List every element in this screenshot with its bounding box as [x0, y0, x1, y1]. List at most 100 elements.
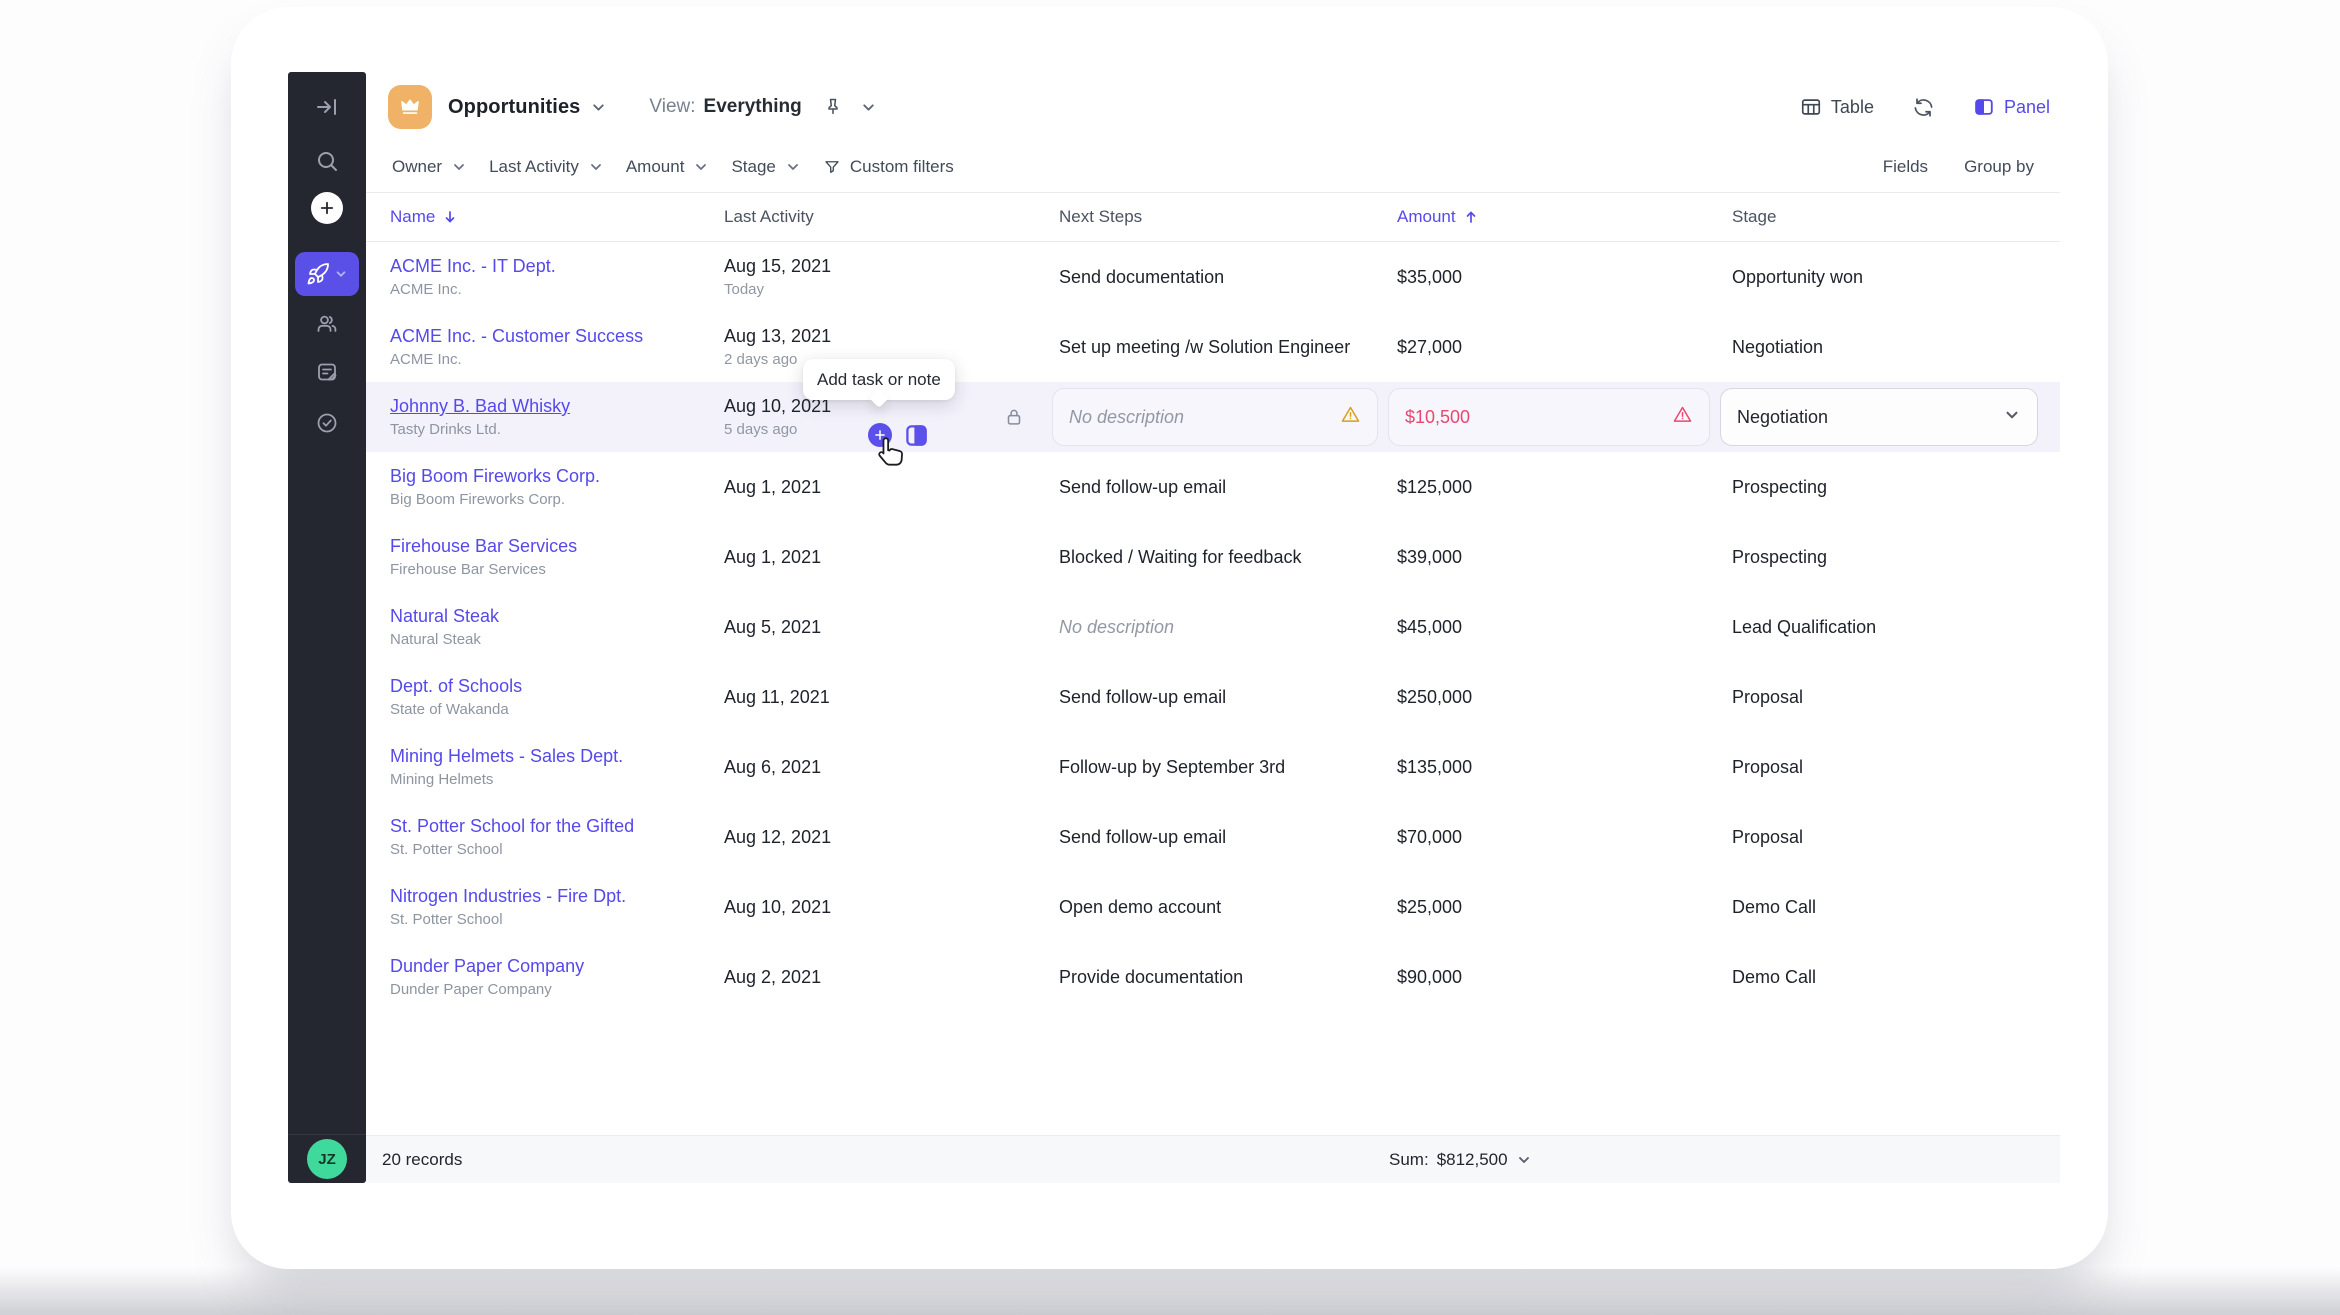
table-row: Big Boom Fireworks Corp. Big Boom Firewor…	[366, 452, 2060, 522]
column-header-amount[interactable]: Amount	[1397, 207, 1732, 227]
column-header-next-steps[interactable]: Next Steps	[1059, 207, 1397, 227]
opportunity-link[interactable]: Nitrogen Industries - Fire Dpt.	[390, 886, 627, 906]
filter-label: Amount	[625, 157, 685, 176]
panel-view-button[interactable]: Panel	[1973, 96, 2050, 118]
amount-error-value: $10,500	[1405, 406, 1471, 427]
next-steps-text: Send follow-up email	[1059, 826, 1227, 847]
stage-cell: Negotiation	[1720, 388, 2060, 446]
view-value[interactable]: Everything	[703, 96, 802, 117]
filter-label: Last Activity	[489, 157, 579, 176]
stage-cell: Prospecting	[1732, 477, 2060, 498]
table-row: ACME Inc. - Customer Success ACME Inc. Aug…	[366, 312, 2060, 382]
fields-button[interactable]: Fields	[1882, 157, 1929, 176]
column-header-last-activity[interactable]: Last Activity	[724, 207, 1059, 227]
opportunity-link[interactable]: Mining Helmets - Sales Dept.	[390, 746, 624, 766]
add-task-button[interactable]	[868, 423, 892, 447]
table-row: Dept. of Schools State of Wakanda Aug 11, …	[366, 662, 2060, 732]
open-panel-button[interactable]	[905, 424, 928, 447]
stage-cell: Proposal	[1732, 757, 2060, 778]
last-activity-cell: Aug 10, 2021 5 days ago	[724, 396, 1059, 438]
last-activity-cell: Aug 5, 2021	[724, 617, 1059, 638]
chevron-down-icon	[696, 164, 707, 170]
pin-icon[interactable]	[822, 96, 844, 118]
workspace-tile[interactable]	[388, 85, 432, 129]
last-activity-cell: Aug 10, 2021	[724, 897, 1059, 918]
sum-dropdown[interactable]: Sum: $812,500	[1389, 1150, 1532, 1170]
filter-owner[interactable]: Owner	[392, 157, 467, 177]
view-chevron-down-icon[interactable]	[860, 99, 877, 116]
panel-view-label: Panel	[2003, 96, 2050, 117]
topbar-right: Table Panel	[1800, 96, 2050, 119]
last-activity-cell: Aug 12, 2021	[724, 827, 1059, 848]
next-steps-cell: No description	[1059, 617, 1397, 638]
name-cell: Nitrogen Industries - Fire Dpt. St. Potte…	[366, 886, 724, 928]
sidebar-item-notes[interactable]	[309, 354, 345, 390]
opportunity-link[interactable]: Dept. of Schools	[390, 676, 523, 696]
next-steps-placeholder: No description	[1069, 406, 1185, 427]
stage-value: Negotiation	[1732, 336, 1824, 357]
opportunity-link[interactable]: Natural Steak	[390, 606, 500, 626]
next-steps-text: Provide documentation	[1059, 966, 1244, 987]
column-label: Stage	[1732, 207, 1777, 226]
next-steps-text: Follow-up by September 3rd	[1059, 756, 1286, 777]
next-steps-text: Open demo account	[1059, 896, 1222, 917]
collapse-sidebar-icon[interactable]	[309, 89, 345, 125]
app-card: JZ Opportunities View: Everything	[231, 7, 2108, 1269]
sidebar-item-people[interactable]	[309, 306, 345, 342]
opportunity-link[interactable]: Big Boom Fireworks Corp.	[390, 466, 601, 486]
amount-cell: $35,000	[1397, 267, 1732, 288]
name-cell: St. Potter School for the Gifted St. Pott…	[366, 816, 724, 858]
opportunity-link[interactable]: Dunder Paper Company	[390, 956, 585, 976]
next-steps-text: Set up meeting /w Solution Engineer	[1059, 336, 1351, 357]
opportunity-link[interactable]: ACME Inc. - IT Dept.	[390, 256, 556, 276]
next-steps-text: No description	[1059, 616, 1175, 637]
company-name: Tasty Drinks Ltd.	[390, 421, 501, 438]
name-cell: Natural Steak Natural Steak	[366, 606, 724, 648]
activity-date: Aug 10, 2021	[724, 396, 832, 416]
group-by-button[interactable]: Group by	[1964, 157, 2034, 176]
refresh-icon[interactable]	[1912, 96, 1935, 119]
opportunity-link[interactable]: Johnny B. Bad Whisky	[390, 396, 571, 416]
next-steps-cell: Open demo account	[1059, 897, 1397, 918]
chevron-down-icon	[787, 164, 798, 170]
sidebar-item-opportunities-active[interactable]	[295, 252, 359, 296]
column-header-stage[interactable]: Stage	[1732, 207, 2060, 227]
filter-last-activity[interactable]: Last Activity	[489, 157, 604, 177]
main-panel: Opportunities View: Everything	[366, 72, 2060, 1183]
add-record-button[interactable]	[309, 190, 345, 226]
column-header-name[interactable]: Name	[366, 207, 724, 227]
sidebar-item-tasks[interactable]	[309, 405, 345, 441]
warning-triangle-icon	[1341, 406, 1360, 422]
next-steps-text: Blocked / Waiting for feedback	[1059, 546, 1302, 567]
table-view-button[interactable]: Table	[1800, 96, 1874, 118]
filter-bar-right: Fields Group by	[1883, 157, 2034, 177]
amount-value: $70,000	[1397, 826, 1463, 847]
amount-cell: $45,000	[1397, 617, 1732, 638]
title-chevron-down-icon[interactable]	[590, 99, 607, 116]
table-bottom-spacer	[366, 1012, 2060, 1135]
lock-icon	[1003, 406, 1025, 428]
last-activity-cell: Aug 13, 2021 2 days ago	[724, 326, 1059, 368]
amount-input[interactable]: $10,500	[1388, 388, 1710, 446]
amount-cell: $10,500	[1388, 388, 1732, 446]
stage-select[interactable]: Negotiation	[1720, 388, 2038, 446]
stage-cell: Demo Call	[1732, 897, 2060, 918]
opportunity-link[interactable]: ACME Inc. - Customer Success	[390, 326, 644, 346]
next-steps-cell: Send follow-up email	[1059, 687, 1397, 708]
filter-stage[interactable]: Stage	[731, 157, 800, 177]
name-cell: Dunder Paper Company Dunder Paper Company	[366, 956, 724, 998]
last-activity-cell: Aug 1, 2021	[724, 477, 1059, 498]
table-row: Mining Helmets - Sales Dept. Mining Helme…	[366, 732, 2060, 802]
next-steps-text: Send follow-up email	[1059, 476, 1227, 497]
stage-cell: Proposal	[1732, 687, 2060, 708]
amount-value: $90,000	[1397, 966, 1463, 987]
opportunity-link[interactable]: St. Potter School for the Gifted	[390, 816, 635, 836]
next-steps-input[interactable]: No description	[1052, 388, 1378, 446]
search-icon[interactable]	[309, 143, 345, 179]
rocket-icon	[307, 263, 329, 285]
filter-amount[interactable]: Amount	[626, 157, 710, 177]
company-name: St. Potter School	[390, 841, 503, 858]
avatar[interactable]: JZ	[307, 1139, 347, 1179]
custom-filters-button[interactable]: Custom filters	[823, 157, 954, 177]
opportunity-link[interactable]: Firehouse Bar Services	[390, 536, 578, 556]
